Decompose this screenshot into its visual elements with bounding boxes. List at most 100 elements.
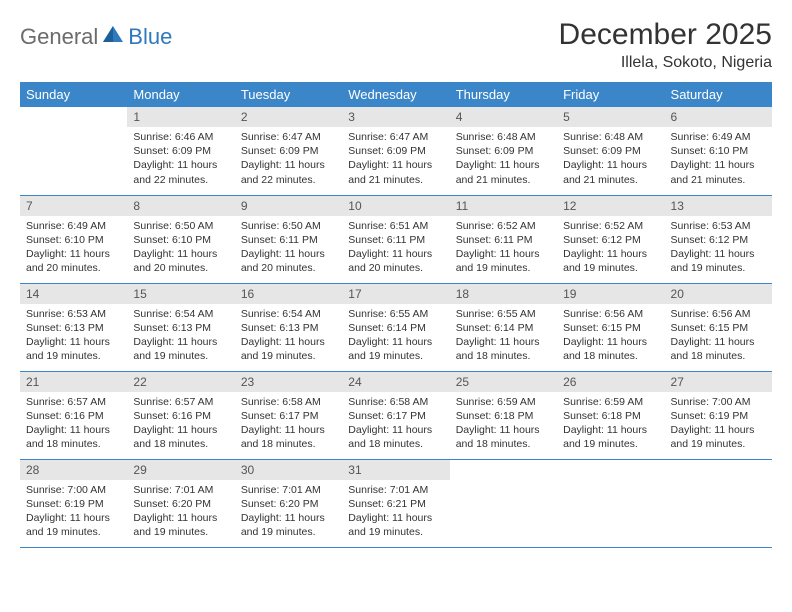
daylight-line2: and 20 minutes. [26,261,121,275]
sunset-text: Sunset: 6:10 PM [26,233,121,247]
day-number: 14 [20,284,127,304]
sunset-text: Sunset: 6:09 PM [456,144,551,158]
daylight-line2: and 18 minutes. [456,349,551,363]
sunset-text: Sunset: 6:13 PM [26,321,121,335]
day-cell: 31Sunrise: 7:01 AMSunset: 6:21 PMDayligh… [342,459,449,547]
day-details: Sunrise: 6:59 AMSunset: 6:18 PMDaylight:… [557,392,664,456]
day-details: Sunrise: 7:00 AMSunset: 6:19 PMDaylight:… [20,480,127,544]
sunset-text: Sunset: 6:09 PM [133,144,228,158]
daylight-line1: Daylight: 11 hours [456,247,551,261]
day-number: 15 [127,284,234,304]
day-cell: 18Sunrise: 6:55 AMSunset: 6:14 PMDayligh… [450,283,557,371]
day-cell: 6Sunrise: 6:49 AMSunset: 6:10 PMDaylight… [665,107,772,195]
daylight-line1: Daylight: 11 hours [26,335,121,349]
daylight-line2: and 22 minutes. [133,173,228,187]
day-details: Sunrise: 6:56 AMSunset: 6:15 PMDaylight:… [665,304,772,368]
sunset-text: Sunset: 6:17 PM [348,409,443,423]
week-row: 14Sunrise: 6:53 AMSunset: 6:13 PMDayligh… [20,283,772,371]
sunrise-text: Sunrise: 6:59 AM [563,395,658,409]
daylight-line2: and 21 minutes. [563,173,658,187]
header: General Blue December 2025 Illela, Sokot… [20,18,772,72]
daylight-line1: Daylight: 11 hours [348,247,443,261]
daylight-line1: Daylight: 11 hours [348,511,443,525]
sunset-text: Sunset: 6:19 PM [671,409,766,423]
day-details: Sunrise: 6:57 AMSunset: 6:16 PMDaylight:… [127,392,234,456]
day-number: 18 [450,284,557,304]
sunrise-text: Sunrise: 6:55 AM [348,307,443,321]
day-cell: 12Sunrise: 6:52 AMSunset: 6:12 PMDayligh… [557,195,664,283]
sunrise-text: Sunrise: 6:49 AM [26,219,121,233]
daylight-line1: Daylight: 11 hours [241,247,336,261]
day-cell: 7Sunrise: 6:49 AMSunset: 6:10 PMDaylight… [20,195,127,283]
daylight-line2: and 18 minutes. [133,437,228,451]
day-details: Sunrise: 6:47 AMSunset: 6:09 PMDaylight:… [235,127,342,191]
sunset-text: Sunset: 6:20 PM [241,497,336,511]
daylight-line2: and 19 minutes. [563,261,658,275]
daylight-line1: Daylight: 11 hours [133,247,228,261]
day-details: Sunrise: 6:54 AMSunset: 6:13 PMDaylight:… [235,304,342,368]
sunset-text: Sunset: 6:18 PM [456,409,551,423]
sunrise-text: Sunrise: 6:56 AM [671,307,766,321]
day-number: 20 [665,284,772,304]
day-number: 27 [665,372,772,392]
daylight-line1: Daylight: 11 hours [671,247,766,261]
sunset-text: Sunset: 6:16 PM [26,409,121,423]
daylight-line1: Daylight: 11 hours [26,247,121,261]
sunrise-text: Sunrise: 7:01 AM [241,483,336,497]
day-number: 10 [342,196,449,216]
sunset-text: Sunset: 6:10 PM [133,233,228,247]
sunrise-text: Sunrise: 6:47 AM [348,130,443,144]
weekday-header: Saturday [665,82,772,107]
sunset-text: Sunset: 6:21 PM [348,497,443,511]
daylight-line2: and 19 minutes. [26,525,121,539]
sunrise-text: Sunrise: 6:55 AM [456,307,551,321]
sunrise-text: Sunrise: 6:53 AM [671,219,766,233]
day-cell: 22Sunrise: 6:57 AMSunset: 6:16 PMDayligh… [127,371,234,459]
day-details: Sunrise: 6:54 AMSunset: 6:13 PMDaylight:… [127,304,234,368]
day-cell: 23Sunrise: 6:58 AMSunset: 6:17 PMDayligh… [235,371,342,459]
daylight-line2: and 19 minutes. [348,525,443,539]
day-cell: 1Sunrise: 6:46 AMSunset: 6:09 PMDaylight… [127,107,234,195]
day-details: Sunrise: 6:57 AMSunset: 6:16 PMDaylight:… [20,392,127,456]
sunset-text: Sunset: 6:19 PM [26,497,121,511]
sunset-text: Sunset: 6:09 PM [348,144,443,158]
daylight-line2: and 19 minutes. [671,261,766,275]
weekday-header: Thursday [450,82,557,107]
day-number: 21 [20,372,127,392]
sunrise-text: Sunrise: 7:00 AM [671,395,766,409]
day-cell: 27Sunrise: 7:00 AMSunset: 6:19 PMDayligh… [665,371,772,459]
day-details: Sunrise: 6:58 AMSunset: 6:17 PMDaylight:… [342,392,449,456]
sunrise-text: Sunrise: 7:01 AM [133,483,228,497]
weekday-header-row: Sunday Monday Tuesday Wednesday Thursday… [20,82,772,107]
daylight-line1: Daylight: 11 hours [563,247,658,261]
day-cell: 8Sunrise: 6:50 AMSunset: 6:10 PMDaylight… [127,195,234,283]
daylight-line2: and 18 minutes. [348,437,443,451]
day-number: 24 [342,372,449,392]
day-cell: 26Sunrise: 6:59 AMSunset: 6:18 PMDayligh… [557,371,664,459]
daylight-line2: and 21 minutes. [671,173,766,187]
daylight-line1: Daylight: 11 hours [348,335,443,349]
weekday-header: Tuesday [235,82,342,107]
day-number: 16 [235,284,342,304]
day-cell: 4Sunrise: 6:48 AMSunset: 6:09 PMDaylight… [450,107,557,195]
day-number: 17 [342,284,449,304]
sunrise-text: Sunrise: 6:59 AM [456,395,551,409]
logo-text-blue: Blue [128,24,172,50]
day-number: 1 [127,107,234,127]
daylight-line1: Daylight: 11 hours [241,511,336,525]
sunrise-text: Sunrise: 6:54 AM [133,307,228,321]
sunset-text: Sunset: 6:12 PM [671,233,766,247]
daylight-line1: Daylight: 11 hours [563,335,658,349]
sunrise-text: Sunrise: 6:57 AM [26,395,121,409]
day-number: 11 [450,196,557,216]
day-details: Sunrise: 6:58 AMSunset: 6:17 PMDaylight:… [235,392,342,456]
day-details: Sunrise: 6:50 AMSunset: 6:10 PMDaylight:… [127,216,234,280]
daylight-line2: and 18 minutes. [671,349,766,363]
daylight-line2: and 18 minutes. [241,437,336,451]
sunset-text: Sunset: 6:11 PM [348,233,443,247]
sunrise-text: Sunrise: 6:56 AM [563,307,658,321]
daylight-line2: and 20 minutes. [133,261,228,275]
daylight-line2: and 19 minutes. [26,349,121,363]
day-cell: 29Sunrise: 7:01 AMSunset: 6:20 PMDayligh… [127,459,234,547]
sunrise-text: Sunrise: 6:50 AM [241,219,336,233]
